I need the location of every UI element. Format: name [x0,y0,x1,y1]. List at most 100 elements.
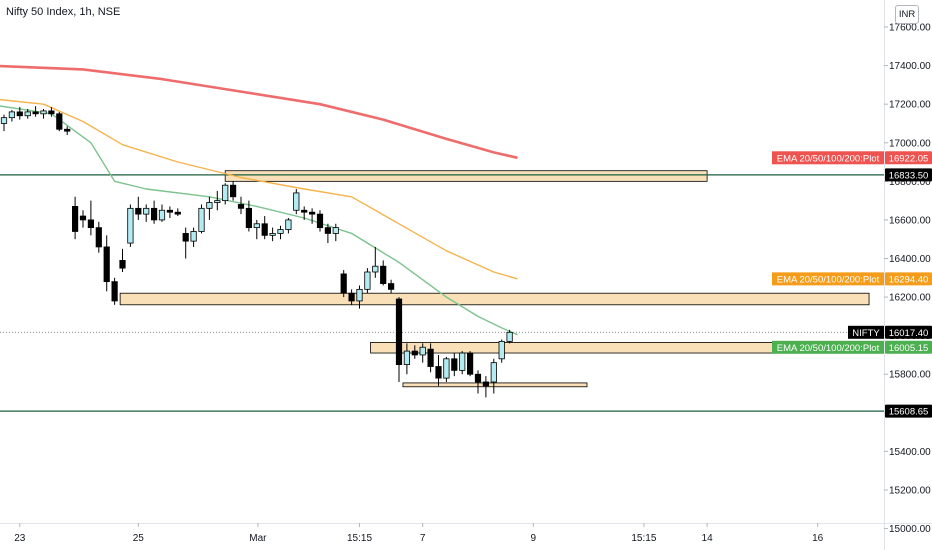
candle-down [64,126,71,136]
candle-down [411,345,418,359]
candle-body [64,128,71,132]
price-tag-value-box [885,151,932,165]
price-tag-label: EMA 20/50/100/200:Plot [777,343,880,354]
candle-up [40,108,47,119]
candle-up [222,183,229,205]
candle-body [301,209,308,213]
candle-body [103,246,110,283]
price-tag-label: EMA 20/50/100/200:Plot [777,274,880,285]
candle-down [32,106,39,117]
x-tick-label: 16 [812,533,824,544]
price-tag-value-box [885,404,932,418]
zone-rect [224,170,708,182]
candle-down [150,200,158,224]
candle-body [198,207,205,232]
candle-body [214,200,221,203]
candle-body [387,283,395,290]
candle-up [490,358,497,394]
price-tag: 16017.40 NIFTY [848,325,932,339]
candle-up [206,196,213,220]
candle-body [482,381,490,387]
candle-down [387,279,395,294]
candle-body [490,362,497,383]
candle-down [56,111,63,132]
candle-body [79,215,87,221]
y-tick-label: 16800.00 [889,177,931,188]
candle-body [380,265,387,284]
candle-down [48,107,55,117]
x-tick-label: 25 [133,533,145,544]
currency-button[interactable]: INR [895,5,919,24]
candle-down [261,216,268,240]
price-tag: 16005.15 EMA 20/50/100/200:Plot [772,340,932,354]
candle-down [135,196,142,220]
candle-down [119,248,126,272]
candle-body [32,111,39,115]
chart-title: Nifty 50 Index, 1h, NSE [6,6,121,18]
candle-body [87,219,94,229]
candle-down [174,208,181,217]
candle-body [72,206,79,232]
candle-up [356,285,363,309]
candle-up [8,109,15,122]
candle-body [293,192,300,211]
price-tag-value-box [885,340,932,354]
zone-rect [402,382,588,388]
candle-up [498,339,505,363]
candle-up [443,356,450,382]
candle-down [466,351,474,377]
price-tag: 16922.05 EMA 20/50/100/200:Plot [772,151,932,165]
candle-down [482,376,490,398]
candle-body [459,352,466,371]
candle-body [166,209,173,213]
y-tick-label: 17600.00 [889,23,931,34]
price-tag-label-box [772,272,884,286]
candle-body [316,213,324,229]
candle-up [293,189,300,215]
candle-body [253,223,260,229]
candle-body [56,113,63,130]
ema-line [0,98,518,280]
price-tag-value: 15608.65 [889,407,929,418]
candle-body [277,229,284,234]
candle-down [237,196,245,215]
candle-body [237,204,245,209]
candle-down [182,227,189,259]
candle-body [16,111,23,117]
candle-body [435,366,442,379]
candle-body [419,346,426,356]
candle-body [308,211,316,215]
x-tick-label: 7 [420,533,426,544]
y-tick-label: 16400.00 [889,254,931,265]
candle-body [127,207,134,244]
price-tag-value-box [885,168,932,182]
price-tag: 16294.40 EMA 20/50/100/200:Plot [772,272,932,286]
candle-down [166,206,173,218]
candle-up [253,219,260,240]
candle-up [214,190,221,211]
price-tag-label: EMA 20/50/100/200:Plot [777,153,880,164]
candle-down [474,370,482,394]
y-tick-label: 16200.00 [889,293,931,304]
candle-body [48,110,55,115]
candle-body [111,281,118,302]
candle-up [24,108,31,119]
candle-body [466,352,474,375]
candle-body [285,219,292,230]
candle-up [332,223,339,242]
price-tag: 16833.50 [885,168,932,182]
candle-down [380,260,387,286]
candle-body [24,111,31,117]
candle-body [0,117,8,124]
candle-body [269,233,276,236]
candle-down [427,343,434,373]
y-tick-label: 17200.00 [889,100,931,111]
x-tick-label: Mar [249,533,267,544]
candle-body [403,350,411,365]
y-tick-label: 15200.00 [889,485,931,496]
candle-down [301,206,308,220]
candle-up [285,217,292,234]
candle-body [427,348,434,367]
price-tag-value-box [885,325,932,339]
